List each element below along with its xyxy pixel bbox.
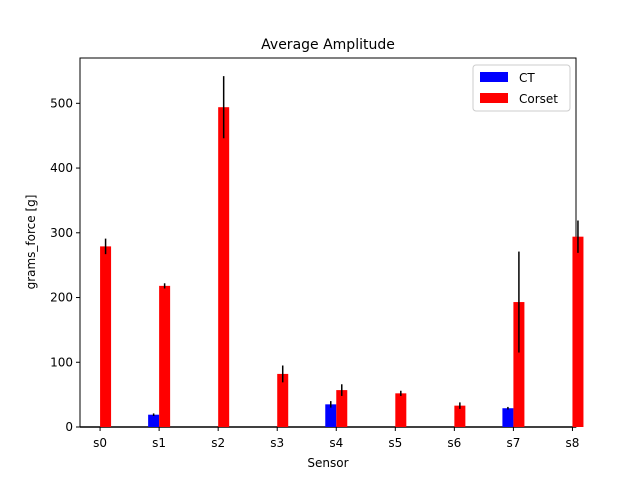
y-tick-label-100: 100: [50, 355, 73, 369]
legend-swatch-ct: [480, 72, 508, 82]
x-tick-label-s7: s7: [506, 436, 520, 450]
bar-corset-s2: [218, 107, 230, 427]
y-tick-label-0: 0: [65, 420, 73, 434]
bars: [100, 107, 584, 427]
bar-corset-s6: [454, 405, 466, 427]
bar-corset-s1: [159, 285, 171, 427]
bar-ct-s1: [148, 414, 160, 427]
y-tick-label-500: 500: [50, 96, 73, 110]
x-tick-label-s0: s0: [93, 436, 107, 450]
bar-corset-s4: [336, 390, 348, 427]
bar-ct-s4: [325, 404, 337, 427]
bar-corset-s7: [513, 302, 525, 427]
bar-corset-s3: [277, 373, 289, 427]
y-axis-label: grams_force [g]: [24, 195, 38, 290]
legend-label-ct: CT: [519, 71, 535, 85]
y-axis-ticks: 0 100 200 300 400 500: [50, 96, 80, 434]
y-tick-label-400: 400: [50, 161, 73, 175]
x-tick-label-s3: s3: [270, 436, 284, 450]
legend-label-corset: Corset: [519, 92, 558, 106]
plot-frame: [79, 57, 577, 428]
error-bars: [104, 76, 579, 416]
x-axis-label: Sensor: [307, 456, 348, 470]
x-tick-label-s5: s5: [388, 436, 402, 450]
y-tick-label-200: 200: [50, 291, 73, 305]
x-axis-ticks: s0 s1 s2 s3 s4 s5 s6 s7 s8: [93, 427, 579, 450]
bar-corset-s0: [100, 246, 112, 427]
bar-corset-s5: [395, 393, 407, 427]
x-tick-label-s8: s8: [566, 436, 580, 450]
bar-ct-s7: [502, 408, 514, 427]
legend: CT Corset: [472, 64, 571, 112]
x-tick-label-s2: s2: [211, 436, 225, 450]
plot-area: [79, 57, 577, 428]
bar-corset-s8: [572, 236, 584, 427]
x-tick-label-s6: s6: [447, 436, 461, 450]
legend-swatch-corset: [480, 93, 508, 103]
y-tick-label-300: 300: [50, 226, 73, 240]
x-tick-label-s4: s4: [329, 436, 343, 450]
chart-title: Average Amplitude: [261, 37, 395, 53]
x-tick-label-s1: s1: [152, 436, 166, 450]
